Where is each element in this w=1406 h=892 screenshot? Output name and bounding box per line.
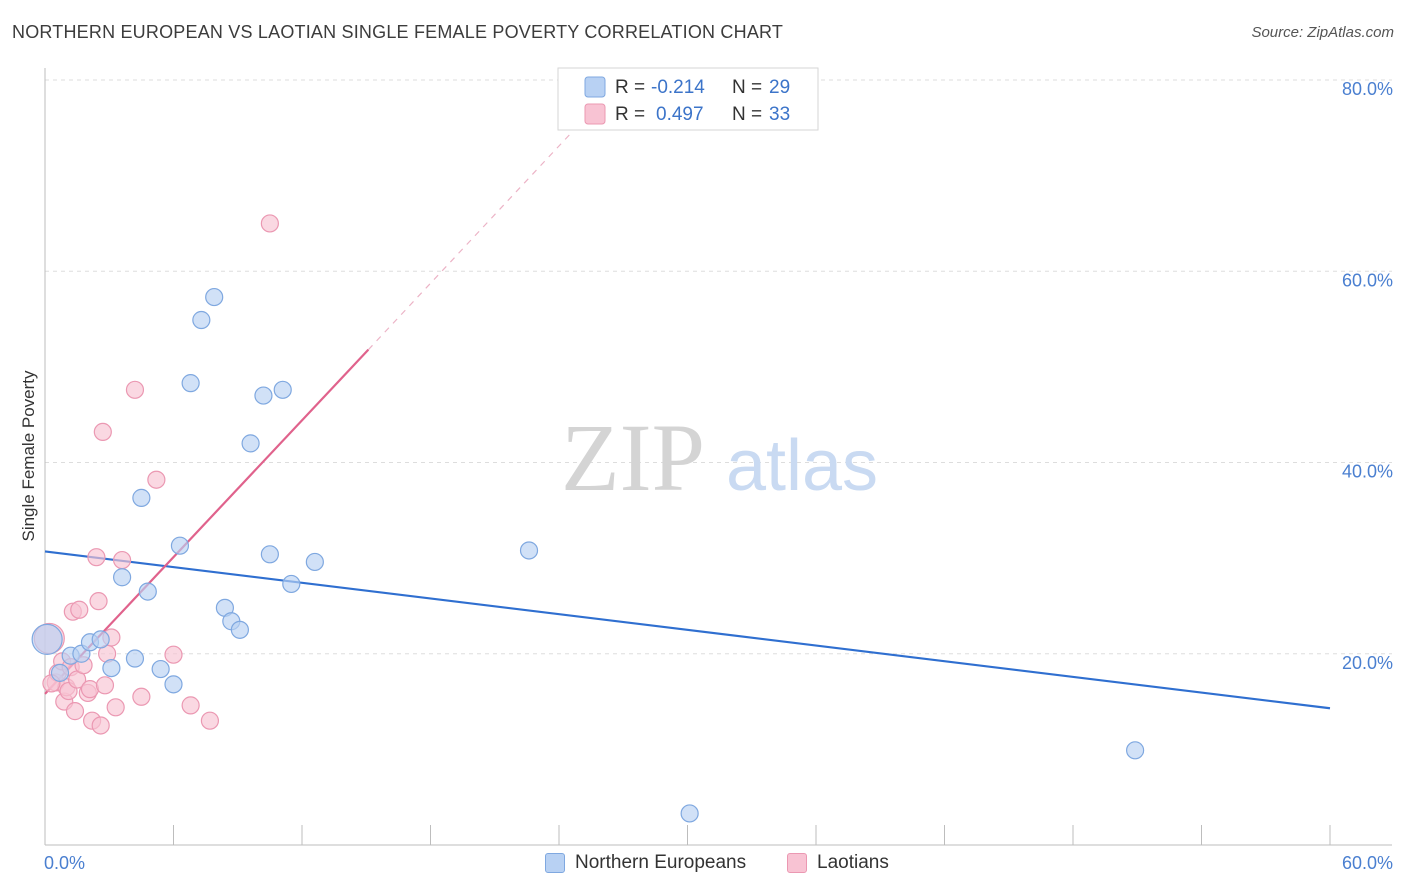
- point-northern-europeans: [273, 380, 292, 399]
- point-northern-europeans: [519, 541, 539, 560]
- point-northern-europeans: [305, 552, 324, 572]
- chart-title: NORTHERN EUROPEAN VS LAOTIAN SINGLE FEMA…: [12, 22, 784, 42]
- point-northern-europeans: [282, 574, 301, 594]
- point-laotians: [112, 550, 132, 570]
- point-laotians: [91, 716, 110, 735]
- legend-n-value-pink: 33: [769, 104, 790, 125]
- x-tick-labels: 0.0% 60.0%: [44, 853, 1393, 873]
- y-tick-labels: 20.0% 40.0% 60.0% 80.0%: [1342, 79, 1393, 673]
- point-northern-europeans: [50, 663, 70, 682]
- point-northern-europeans: [205, 287, 224, 307]
- point-northern-europeans: [138, 582, 157, 601]
- legend-label-laotians: Laotians: [817, 852, 889, 873]
- point-northern-europeans: [164, 675, 183, 694]
- point-laotians: [260, 214, 279, 233]
- trend-line-northern-europeans: [44, 550, 1331, 710]
- point-laotians: [106, 698, 125, 717]
- point-northern-europeans: [112, 568, 132, 587]
- legend-swatch-blue: [584, 76, 606, 98]
- legend-item-northern-europeans[interactable]: Northern Europeans: [545, 852, 746, 874]
- y-tick-label: 40.0%: [1342, 462, 1393, 482]
- point-laotians: [80, 680, 100, 699]
- point-northern-europeans: [192, 310, 211, 330]
- legend-r-label-blue: R =: [615, 77, 645, 98]
- point-laotians: [125, 380, 145, 399]
- legend-n-value-blue: 29: [769, 77, 790, 98]
- legend-swatch-northern-europeans: [545, 853, 565, 873]
- point-laotians: [93, 422, 112, 441]
- legend-r-value-blue: -0.214: [651, 77, 705, 98]
- point-northern-europeans: [680, 804, 699, 823]
- y-tick-label: 80.0%: [1342, 79, 1393, 99]
- point-northern-europeans: [230, 620, 249, 639]
- point-northern-europeans: [91, 630, 110, 649]
- point-northern-europeans: [170, 536, 190, 555]
- point-laotians: [181, 696, 200, 715]
- point-northern-europeans: [125, 649, 145, 668]
- point-northern-europeans: [241, 434, 260, 453]
- point-laotians: [200, 711, 220, 730]
- legend-r-value-pink: 0.497: [656, 104, 704, 125]
- y-tick-label: 20.0%: [1342, 653, 1393, 673]
- point-laotians: [87, 548, 106, 567]
- bottom-legend: Northern Europeans Laotians: [0, 852, 1406, 878]
- legend-swatch-laotians: [787, 853, 807, 873]
- point-laotians: [147, 470, 166, 489]
- legend-n-label-blue: N =: [732, 77, 762, 98]
- legend-label-northern-europeans: Northern Europeans: [575, 852, 747, 873]
- point-laotians: [95, 676, 115, 695]
- watermark-atlas: atlas: [726, 426, 878, 506]
- point-northern-europeans: [102, 658, 121, 678]
- point-northern-europeans: [31, 623, 63, 656]
- point-northern-europeans: [151, 659, 170, 679]
- legend-n-label-pink: N =: [732, 104, 762, 125]
- legend-item-laotians[interactable]: Laotians: [787, 852, 889, 874]
- point-laotians: [164, 645, 183, 664]
- x-tick-label: 60.0%: [1342, 853, 1393, 873]
- y-tick-label: 60.0%: [1342, 270, 1393, 290]
- legend-box: R = -0.214 N = 29 R = 0.497 N = 33: [557, 67, 819, 131]
- point-northern-europeans: [254, 386, 273, 405]
- data-points: [31, 214, 1145, 823]
- watermark: ZIP atlas: [561, 404, 878, 511]
- legend-swatch-pink: [584, 103, 606, 125]
- watermark-zip: ZIP: [561, 404, 705, 511]
- grid-lines: [45, 79, 1392, 655]
- point-laotians: [70, 600, 89, 619]
- point-northern-europeans: [260, 545, 279, 564]
- point-laotians: [89, 592, 108, 611]
- point-northern-europeans: [1126, 741, 1145, 760]
- x-tick-label: 0.0%: [44, 853, 85, 873]
- legend-r-label-pink: R =: [615, 104, 645, 125]
- source-label: Source: ZipAtlas.com: [1251, 24, 1394, 41]
- axes: [44, 68, 1392, 846]
- trend-line-laotians-extension: [367, 134, 571, 351]
- point-northern-europeans: [132, 488, 151, 507]
- y-axis-label: Single Female Poverty: [19, 370, 38, 542]
- point-laotians: [132, 687, 151, 706]
- point-northern-europeans: [181, 374, 200, 393]
- point-laotians: [65, 702, 85, 721]
